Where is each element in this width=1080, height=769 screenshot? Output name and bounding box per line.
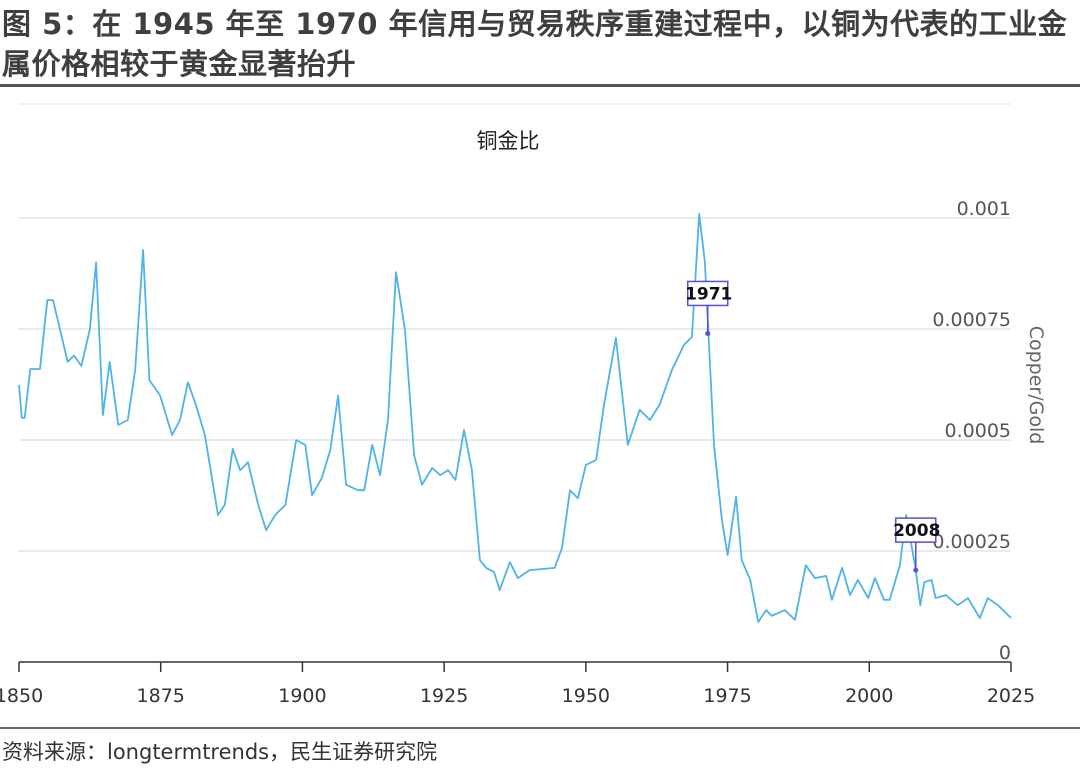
figure-title: 图 5：在 1945 年至 1970 年信用与贸易秩序重建过程中，以铜为代表的工… <box>2 7 1068 81</box>
annotation-label: 2008 <box>893 521 940 541</box>
x-tick-label: 2025 <box>987 685 1035 707</box>
y-tick-label: 0.00075 <box>932 309 1011 331</box>
footer-divider <box>0 727 1080 729</box>
header-divider <box>0 84 1080 87</box>
x-tick-label: 1975 <box>703 685 751 707</box>
x-tick-label: 1900 <box>278 685 326 707</box>
y-tick-label: 0.00025 <box>932 531 1011 553</box>
x-tick-label: 1950 <box>562 685 610 707</box>
source-note: 资料来源：longtermtrends，民生证券研究院 <box>2 740 438 764</box>
x-tick-label: 1925 <box>420 685 468 707</box>
y-tick-label: 0 <box>999 642 1011 664</box>
annotation-marker <box>913 567 919 573</box>
y-axis-label: Copper/Gold <box>1025 326 1047 445</box>
copper-gold-line <box>18 213 1012 623</box>
x-tick-label: 1850 <box>0 685 43 707</box>
annotation-box <box>686 280 729 307</box>
annotation-label: 1971 <box>685 284 732 304</box>
copper-gold-chart: 铜金比 Copper/Gold 0 0.00025 0.0005 0.00075 0.0… <box>0 103 1047 707</box>
x-tick-label: 2000 <box>845 685 893 707</box>
x-tick-label: 1875 <box>137 685 185 707</box>
y-tick-label: 0.0005 <box>945 420 1011 442</box>
annotation-box <box>895 517 937 543</box>
annotation-marker <box>705 330 711 336</box>
chart-title: 铜金比 <box>477 129 540 153</box>
y-tick-label: 0.001 <box>957 198 1011 220</box>
